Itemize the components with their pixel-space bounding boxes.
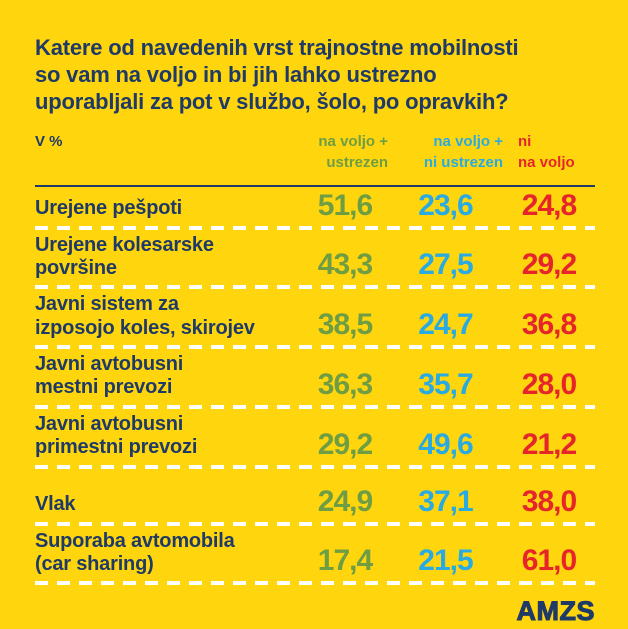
column-header-line: ustrezen <box>326 153 388 171</box>
value-available-suitable: 36,3 <box>317 367 373 401</box>
table-row-kolesarske: Urejene kolesarske površine 43,3 27,5 29… <box>35 230 595 286</box>
column-header-line: na voljo <box>518 153 575 171</box>
header-rule <box>35 184 595 187</box>
row-label: Javni avtobusni primestni prevozi <box>35 412 198 459</box>
page-title: Katere od navedenih vrst trajnostne mobi… <box>35 35 519 115</box>
value-available-suitable: 29,2 <box>317 427 373 461</box>
row-label: Javni avtobusni mestni prevozi <box>35 353 184 399</box>
value-available-not-suitable: 21,5 <box>418 544 473 578</box>
row-label: Vlak <box>35 493 76 516</box>
value-available-suitable: 51,6 <box>317 188 373 222</box>
row-label: Javni sistem za izposojo koles, skirojev <box>35 293 255 339</box>
value-not-available: 38,0 <box>521 484 577 518</box>
table-row-pespoti: Urejene pešpoti 51,6 23,6 24,8 <box>35 187 595 226</box>
row-label: Urejene kolesarske površine <box>35 233 214 279</box>
row-label: Urejene pešpoti <box>35 197 183 220</box>
row-separator <box>35 581 595 586</box>
value-not-available: 21,2 <box>521 427 577 461</box>
table-row-vlak: Vlak 24,9 37,1 38,0 <box>35 469 595 522</box>
row-separator <box>35 521 595 526</box>
value-not-available: 36,8 <box>521 308 577 342</box>
value-not-available: 28,0 <box>521 367 577 401</box>
value-available-not-suitable: 27,5 <box>418 248 473 282</box>
value-available-not-suitable: 49,6 <box>418 427 473 461</box>
table-row-car-sharing: Suporaba avtomobila (car sharing) 17,4 2… <box>35 526 595 582</box>
amzs-logo: AMZS <box>516 596 595 627</box>
row-label: Suporaba avtomobila (car sharing) <box>35 529 235 576</box>
table-row-primestni-avtobus: Javni avtobusni primestni prevozi 29,2 4… <box>35 409 595 465</box>
value-available-not-suitable: 37,1 <box>418 484 473 518</box>
column-header-line: na voljo + <box>433 133 503 151</box>
row-separator <box>35 404 595 409</box>
row-separator <box>35 225 595 230</box>
value-available-suitable: 38,5 <box>317 308 373 342</box>
row-separator <box>35 464 595 469</box>
value-not-available: 24,8 <box>521 188 577 222</box>
value-available-not-suitable: 24,7 <box>418 308 473 342</box>
table-row-mestni-avtobus: Javni avtobusni mestni prevozi 36,3 35,7… <box>35 349 595 405</box>
table-row-izposoja-koles: Javni sistem za izposojo koles, skirojev… <box>35 289 595 345</box>
column-header-not-available: ni na voljo <box>503 132 595 173</box>
value-available-suitable: 24,9 <box>317 484 373 518</box>
row-separator <box>35 285 595 290</box>
column-header-line: ni <box>518 133 532 151</box>
row-separator <box>35 345 595 350</box>
column-header-available-suitable: na voljo + ustrezen <box>302 132 388 173</box>
unit-label: V % <box>35 133 63 151</box>
value-available-not-suitable: 23,6 <box>418 188 473 222</box>
column-header-available-not-suitable: na voljo + ni ustrezen <box>388 132 503 173</box>
value-available-suitable: 43,3 <box>317 248 373 282</box>
column-header-line: na voljo + <box>318 133 388 151</box>
survey-table: V % na voljo + ustrezen na voljo + ni us… <box>35 132 595 586</box>
value-not-available: 29,2 <box>521 248 577 282</box>
value-not-available: 61,0 <box>521 544 577 578</box>
column-header-line: ni ustrezen <box>423 153 503 171</box>
value-available-suitable: 17,4 <box>317 544 373 578</box>
value-available-not-suitable: 35,7 <box>418 367 473 401</box>
table-header: V % na voljo + ustrezen na voljo + ni us… <box>35 132 595 173</box>
